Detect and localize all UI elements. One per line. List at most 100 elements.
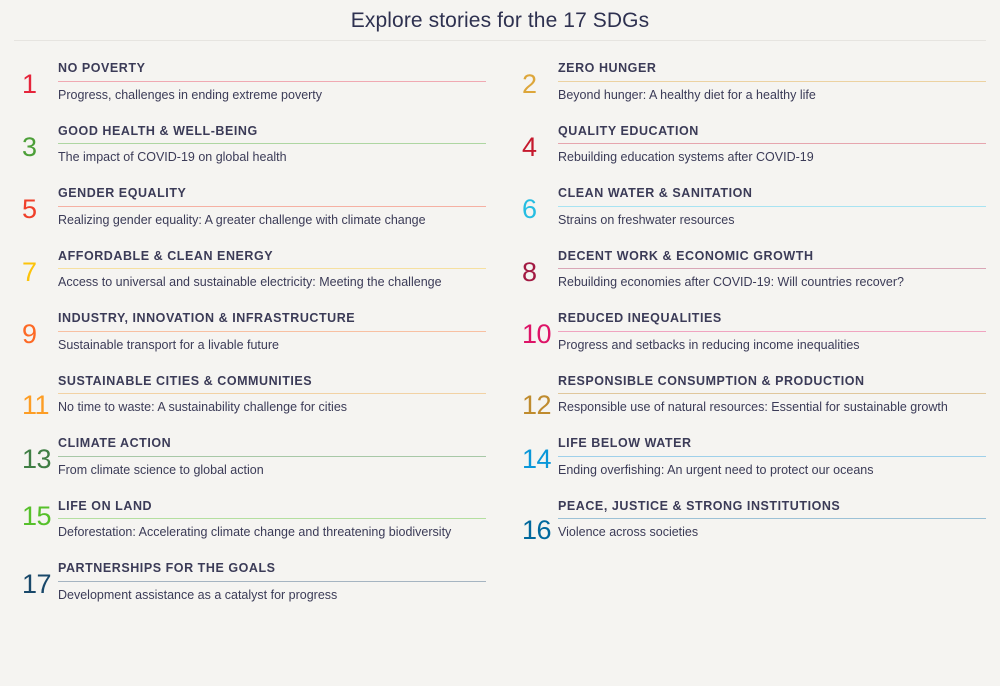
goal-item-11[interactable]: 11 SUSTAINABLE CITIES & COMMUNITIES No tim…	[0, 372, 500, 435]
goal-number: 16	[522, 514, 552, 545]
goal-item-7[interactable]: 7 AFFORDABLE & CLEAN ENERGY Access to univ…	[0, 247, 500, 310]
goal-number: 14	[522, 444, 552, 474]
goal-item-empty	[500, 559, 1000, 622]
goal-number: 10	[522, 319, 552, 349]
goal-underline	[58, 143, 486, 145]
goal-item-10[interactable]: 10 REDUCED INEQUALITIES Progress and setba…	[500, 309, 1000, 372]
goal-name: PEACE, JUSTICE & STRONG INSTITUTIONS	[558, 498, 841, 513]
goal-name: RESPONSIBLE CONSUMPTION & PRODUCTION	[558, 373, 865, 388]
goal-name: NO POVERTY	[58, 61, 146, 75]
goal-name: PARTNERSHIPS FOR THE GOALS	[58, 561, 276, 575]
goal-item-8[interactable]: 8 DECENT WORK & ECONOMIC GROWTH Rebuilding…	[500, 247, 1000, 310]
goal-name: REDUCED INEQUALITIES	[558, 311, 722, 325]
goal-name: AFFORDABLE & CLEAN ENERGY	[58, 248, 274, 263]
goal-description: From climate science to global action	[58, 462, 264, 477]
goal-number: 17	[22, 569, 52, 599]
goal-description: Ending overfishing: An urgent need to pr…	[558, 462, 874, 477]
goal-description: Sustainable transport for a livable futu…	[58, 337, 279, 352]
goal-number: 5	[22, 194, 37, 224]
goal-underline	[58, 393, 486, 395]
goal-body: PARTNERSHIPS FOR THE GOALS Development as…	[58, 559, 486, 603]
goal-description: Beyond hunger: A healthy diet for a heal…	[558, 87, 816, 102]
goal-body: QUALITY EDUCATION Rebuilding education sy…	[558, 122, 986, 166]
goal-body: ZERO HUNGER Beyond hunger: A healthy diet…	[558, 59, 986, 103]
goal-item-14[interactable]: 14 LIFE BELOW WATER Ending overfishing: An…	[500, 434, 1000, 497]
goal-underline	[558, 80, 986, 82]
goal-description: Responsible use of natural resources: Es…	[558, 400, 948, 415]
goal-description: Rebuilding education systems after COVID…	[558, 150, 814, 165]
goal-item-1[interactable]: 1 NO POVERTY Progress, challenges in endin…	[0, 59, 500, 122]
goal-item-16[interactable]: 16 PEACE, JUSTICE & STRONG INSTITUTIONS Vi…	[500, 497, 1000, 560]
goal-number: 11	[22, 389, 50, 420]
page-title: Explore stories for the 17 SDGs	[350, 9, 650, 32]
goal-number: 9	[22, 319, 37, 349]
goal-name: LIFE ON LAND	[58, 498, 153, 513]
goal-number: 4	[522, 131, 537, 162]
goal-number: 3	[22, 131, 37, 162]
goal-description: Violence across societies	[558, 525, 699, 540]
goal-description: Progress, challenges in ending extreme p…	[58, 87, 323, 102]
goal-item-9[interactable]: 9 INDUSTRY, INNOVATION & INFRASTRUCTURE Su…	[0, 309, 500, 372]
goal-name: DECENT WORK & ECONOMIC GROWTH	[558, 248, 814, 263]
goal-item-6[interactable]: 6 CLEAN WATER & SANITATION Strains on fres…	[500, 184, 1000, 247]
goal-body: LIFE BELOW WATER Ending overfishing: An u…	[558, 434, 986, 478]
goal-body: CLEAN WATER & SANITATION Strains on fresh…	[558, 184, 986, 228]
goal-number: 15	[22, 500, 52, 531]
goal-item-4[interactable]: 4 QUALITY EDUCATION Rebuilding education s…	[500, 122, 1000, 185]
goal-underline	[58, 205, 486, 207]
goal-underline	[58, 580, 486, 582]
goal-name: GENDER EQUALITY	[58, 186, 187, 200]
goal-underline	[558, 393, 986, 395]
goal-item-3[interactable]: 3 GOOD HEALTH & WELL-BEING The impact of C…	[0, 122, 500, 185]
goal-body: GOOD HEALTH & WELL-BEING The impact of CO…	[58, 122, 486, 166]
goal-number: 13	[22, 444, 52, 474]
goal-name: ZERO HUNGER	[558, 61, 657, 75]
goal-description: Realizing gender equality: A greater cha…	[58, 212, 426, 227]
goal-name: SUSTAINABLE CITIES & COMMUNITIES	[58, 373, 313, 388]
goal-name: CLEAN WATER & SANITATION	[558, 186, 753, 200]
goal-item-2[interactable]: 2 ZERO HUNGER Beyond hunger: A healthy die…	[500, 59, 1000, 122]
goal-body: CLIMATE ACTION From climate science to gl…	[58, 434, 486, 478]
goal-body: AFFORDABLE & CLEAN ENERGY Access to unive…	[58, 247, 486, 291]
goal-description: Access to universal and sustainable elec…	[58, 275, 442, 290]
goal-underline	[58, 455, 486, 457]
goal-underline	[58, 80, 486, 82]
goal-body: INDUSTRY, INNOVATION & INFRASTRUCTURE Sus…	[58, 309, 486, 353]
goal-number: 2	[522, 69, 537, 99]
goal-name: QUALITY EDUCATION	[558, 123, 699, 138]
goal-underline	[58, 330, 486, 332]
goal-body: SUSTAINABLE CITIES & COMMUNITIES No time …	[58, 372, 486, 416]
goal-description: Strains on freshwater resources	[558, 212, 735, 227]
goal-number: 1	[22, 69, 37, 99]
goal-body: NO POVERTY Progress, challenges in ending…	[58, 59, 486, 103]
goal-body: REDUCED INEQUALITIES Progress and setback…	[558, 309, 986, 353]
goal-name: CLIMATE ACTION	[58, 436, 172, 450]
goal-number: 7	[22, 256, 37, 287]
sdg-goal-list: 1 NO POVERTY Progress, challenges in endin…	[0, 59, 1000, 622]
goal-underline	[558, 143, 986, 145]
goal-item-17[interactable]: 17 PARTNERSHIPS FOR THE GOALS Development …	[0, 559, 500, 622]
goal-item-15[interactable]: 15 LIFE ON LAND Deforestation: Acceleratin…	[0, 497, 500, 560]
goal-body: PEACE, JUSTICE & STRONG INSTITUTIONS Viol…	[558, 497, 986, 541]
page-header: Explore stories for the 17 SDGs	[0, 0, 1000, 40]
header-divider	[14, 40, 986, 41]
goal-number: 8	[522, 256, 537, 287]
goal-body: RESPONSIBLE CONSUMPTION & PRODUCTION Resp…	[558, 372, 986, 416]
goal-description: The impact of COVID-19 on global health	[58, 150, 287, 165]
goal-body: GENDER EQUALITY Realizing gender equality…	[58, 184, 486, 228]
goal-item-13[interactable]: 13 CLIMATE ACTION From climate science to …	[0, 434, 500, 497]
goal-description: No time to waste: A sustainability chall…	[58, 400, 348, 415]
goal-description: Deforestation: Accelerating climate chan…	[58, 525, 452, 540]
goal-body: DECENT WORK & ECONOMIC GROWTH Rebuilding …	[558, 247, 986, 291]
goal-underline	[558, 455, 986, 457]
goal-description: Rebuilding economies after COVID-19: Wil…	[558, 275, 904, 290]
goal-item-12[interactable]: 12 RESPONSIBLE CONSUMPTION & PRODUCTION Re…	[500, 372, 1000, 435]
goal-underline	[58, 268, 486, 270]
goal-underline	[58, 518, 486, 520]
goal-name: GOOD HEALTH & WELL-BEING	[58, 123, 258, 138]
goal-underline	[558, 205, 986, 207]
goal-underline	[558, 330, 986, 332]
goal-name: INDUSTRY, INNOVATION & INFRASTRUCTURE	[58, 311, 356, 325]
goal-item-5[interactable]: 5 GENDER EQUALITY Realizing gender equalit…	[0, 184, 500, 247]
